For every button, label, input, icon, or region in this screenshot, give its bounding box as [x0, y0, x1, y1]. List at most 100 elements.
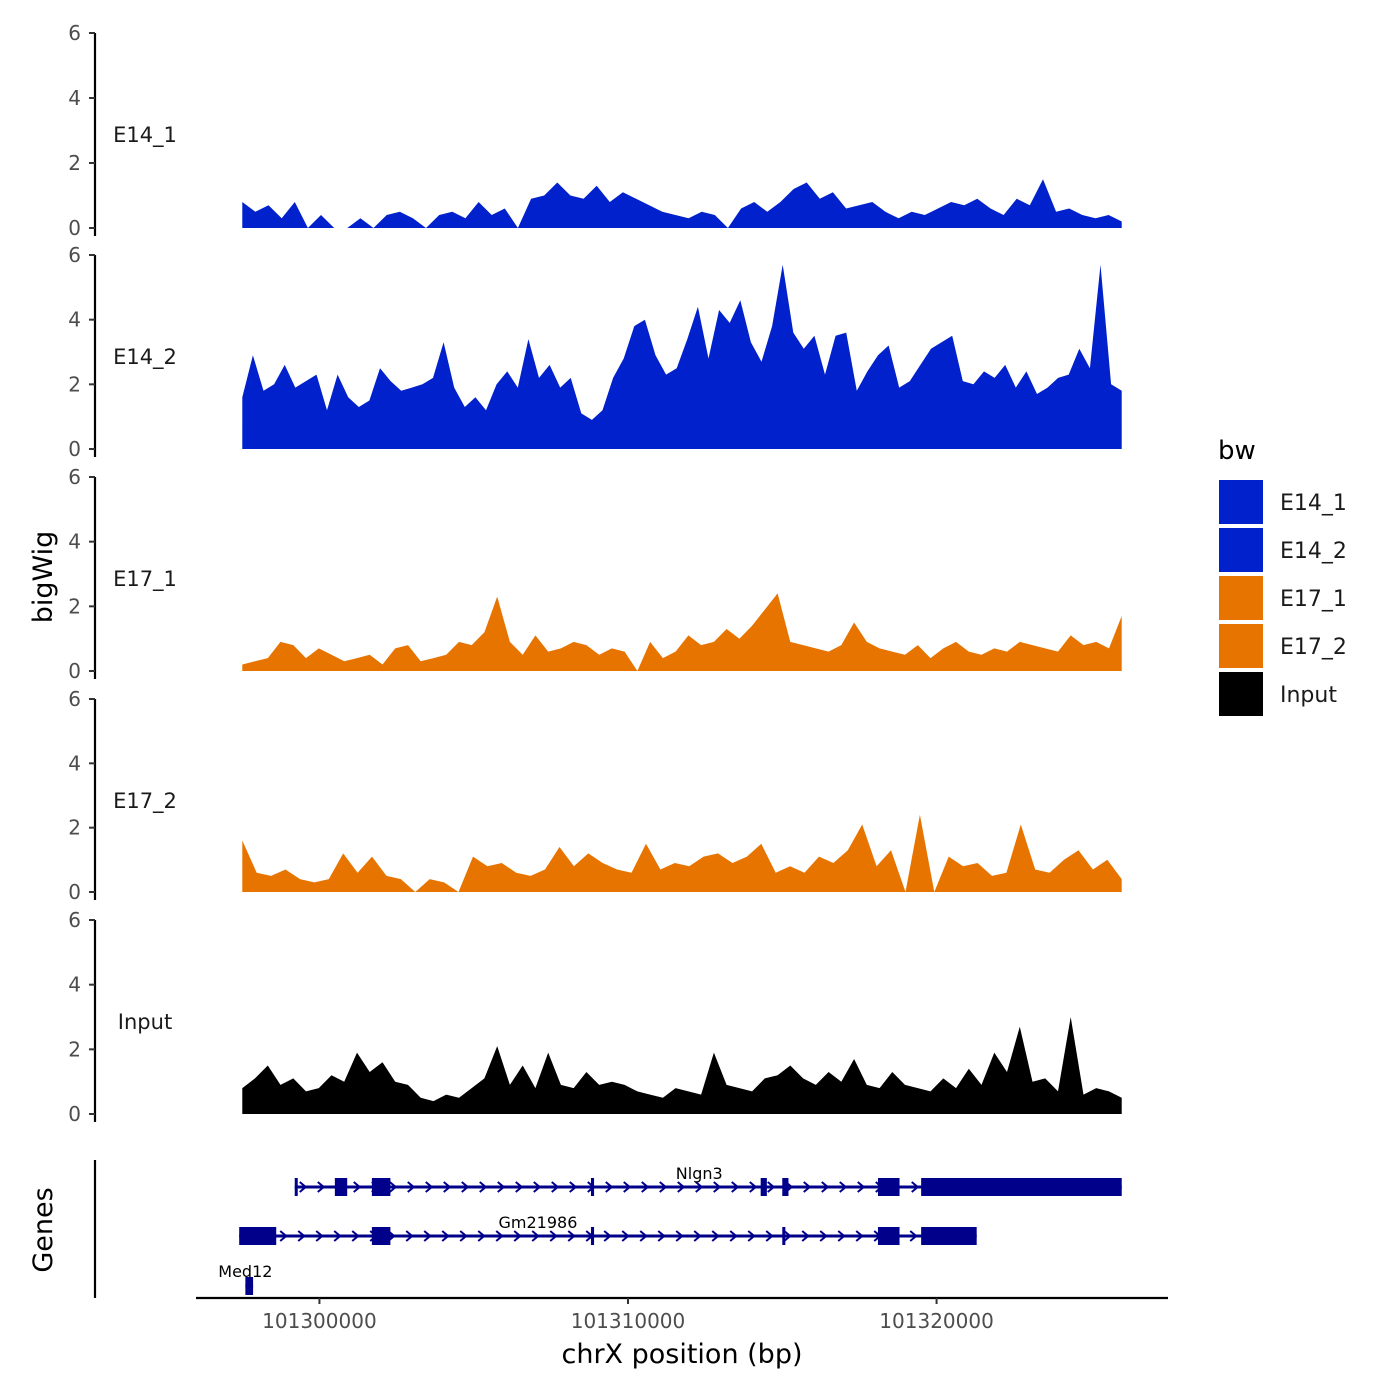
genes-axis-title: Genes	[28, 1187, 59, 1272]
strand-arrow	[783, 1230, 792, 1242]
y-tick-label: 4	[68, 530, 81, 554]
strand-arrow	[479, 1181, 488, 1193]
strand-arrow	[801, 1230, 810, 1242]
strand-arrow	[389, 1181, 398, 1193]
legend-swatch	[1219, 528, 1263, 572]
strand-arrow	[603, 1230, 612, 1242]
track-input: 0 2 4 6 Input	[68, 908, 1122, 1126]
strand-arrow	[441, 1230, 450, 1242]
y-tick-label: 6	[68, 687, 81, 711]
gene-exon	[877, 1227, 900, 1245]
signal-area	[242, 593, 1122, 671]
strand-arrow	[423, 1230, 432, 1242]
gene-name-label: Med12	[218, 1262, 272, 1281]
strand-arrow	[711, 1230, 720, 1242]
strand-arrow	[407, 1181, 416, 1193]
signal-tracks: 0 2 4 6 E14_1 0 2 4 6 E14_2 0 2 4 6 E17_1 0 2 4 6 E17_2 0 2 4 6…	[68, 21, 1122, 1126]
y-tick-label: 2	[68, 151, 81, 175]
strand-arrow	[495, 1230, 504, 1242]
strand-arrow	[333, 1230, 342, 1242]
strand-arrow	[443, 1181, 452, 1193]
strand-arrow	[639, 1230, 648, 1242]
track-e17-2: 0 2 4 6 E17_2	[68, 687, 1122, 904]
strand-arrow	[299, 1181, 308, 1193]
legend-entry: E14_2	[1219, 528, 1347, 572]
strand-arrow	[605, 1181, 614, 1193]
legend-label: Input	[1280, 683, 1337, 708]
strand-arrow	[675, 1230, 684, 1242]
legend-label: E14_1	[1280, 491, 1347, 516]
signal-area	[242, 1017, 1122, 1114]
strand-arrow	[405, 1230, 414, 1242]
x-tick-label: 101320000	[879, 1309, 994, 1333]
strand-arrow	[459, 1230, 468, 1242]
gene-name-label: Gm21986	[498, 1213, 577, 1232]
genes-panel: Nlgn3 Gm21986 Med12	[93, 1160, 1122, 1298]
x-axis: 101300000 101310000 101320000	[196, 1296, 1168, 1333]
gene-exon	[782, 1227, 786, 1245]
strand-arrow	[317, 1181, 326, 1193]
legend-entry: E14_1	[1219, 480, 1347, 524]
strand-arrow	[765, 1230, 774, 1242]
gene-exon	[782, 1178, 789, 1196]
strand-arrow	[747, 1230, 756, 1242]
legend-swatch	[1219, 480, 1263, 524]
x-tick-label: 101310000	[571, 1309, 686, 1333]
track-e17-1: 0 2 4 6 E17_1	[68, 465, 1122, 683]
track-label: E14_1	[113, 123, 177, 148]
signal-area	[242, 179, 1122, 228]
strand-arrow	[803, 1181, 812, 1193]
strand-arrow	[641, 1181, 650, 1193]
y-tick-label: 2	[68, 372, 81, 396]
legend-title: bw	[1218, 436, 1256, 466]
strand-arrow	[515, 1181, 524, 1193]
strand-arrow	[713, 1181, 722, 1193]
strand-arrow	[353, 1181, 362, 1193]
strand-arrow	[461, 1181, 470, 1193]
y-tick-label: 6	[68, 465, 81, 489]
y-tick-label: 4	[68, 751, 81, 775]
strand-arrow	[677, 1181, 686, 1193]
y-tick-label: 0	[68, 880, 81, 904]
gene-exon	[921, 1227, 977, 1245]
gene-name-label: Nlgn3	[676, 1164, 723, 1183]
gene-exon	[877, 1178, 900, 1196]
strand-arrow	[911, 1181, 920, 1193]
strand-arrow	[749, 1181, 758, 1193]
gene-exon	[921, 1178, 1122, 1196]
strand-arrow	[567, 1230, 576, 1242]
signal-area	[242, 814, 1122, 892]
legend-label: E17_1	[1280, 587, 1347, 612]
strand-arrow	[767, 1181, 776, 1193]
x-tick-label: 101300000	[262, 1309, 377, 1333]
y-tick-label: 6	[68, 243, 81, 267]
legend: bw E14_1 E14_2 E17_1 E17_2 Input	[1218, 436, 1347, 716]
y-tick-label: 2	[68, 816, 81, 840]
gene-exon	[371, 1178, 391, 1196]
strand-arrow	[623, 1181, 632, 1193]
strand-arrow	[513, 1230, 522, 1242]
strand-arrow	[855, 1230, 864, 1242]
legend-swatch	[1219, 624, 1263, 668]
y-tick-label: 2	[68, 1037, 81, 1061]
strand-arrow	[657, 1230, 666, 1242]
legend-label: E14_2	[1280, 539, 1347, 564]
gene-med12: Med12	[218, 1262, 272, 1295]
strand-arrow	[533, 1181, 542, 1193]
strand-arrow	[315, 1230, 324, 1242]
gene-exon	[590, 1227, 595, 1245]
strand-arrow	[909, 1230, 918, 1242]
y-tick-label: 6	[68, 21, 81, 45]
gene-exon	[371, 1227, 391, 1245]
gene-exon	[294, 1178, 298, 1196]
y-tick-label: 0	[68, 437, 81, 461]
y-tick-label: 2	[68, 594, 81, 618]
gene-exon	[590, 1178, 595, 1196]
gene-gm21986: Gm21986	[239, 1213, 977, 1245]
y-tick-label: 0	[68, 659, 81, 683]
strand-arrow	[839, 1181, 848, 1193]
strand-arrow	[819, 1230, 828, 1242]
track-e14-1: 0 2 4 6 E14_1	[68, 21, 1122, 240]
legend-label: E17_2	[1280, 635, 1347, 660]
